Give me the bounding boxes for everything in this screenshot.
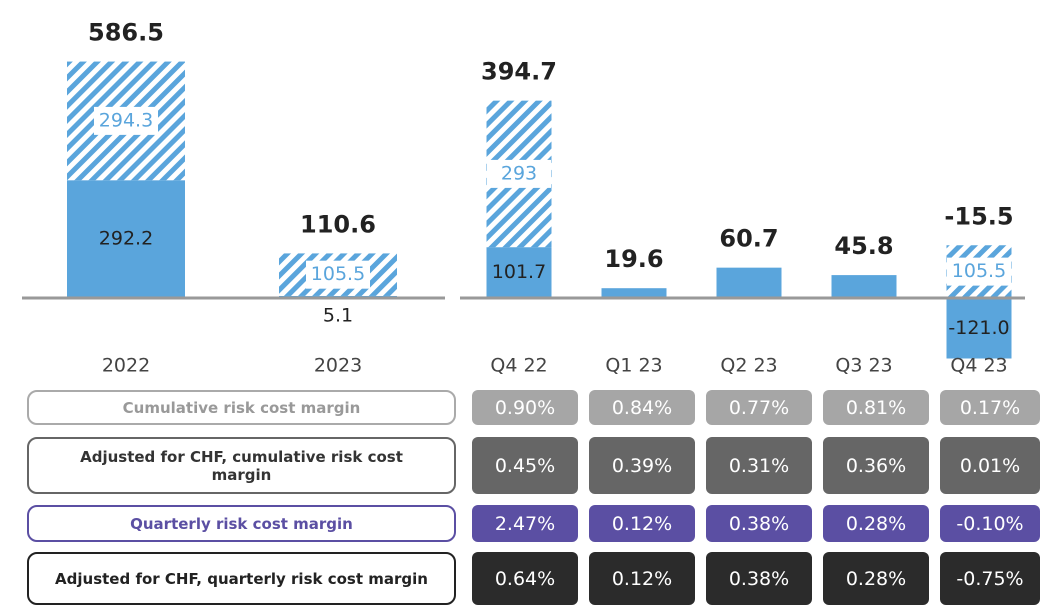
bar xyxy=(601,288,667,298)
table-cell: 0.28% xyxy=(823,505,929,542)
hatched-label: 105.5 xyxy=(311,263,365,285)
bar-label: 101.7 xyxy=(492,261,546,283)
table-cell: 0.12% xyxy=(589,552,695,605)
bar-label: 5.1 xyxy=(323,305,353,327)
table-cell: -0.75% xyxy=(940,552,1040,605)
row-label: Quarterly risk cost margin xyxy=(27,505,456,542)
table-cell: 0.28% xyxy=(823,552,929,605)
table-cell: 0.38% xyxy=(706,505,812,542)
table-cell: 0.90% xyxy=(472,390,578,425)
table-cell: 0.36% xyxy=(823,437,929,494)
x-tick-label: Q2 23 xyxy=(720,355,777,377)
table-cell: -0.10% xyxy=(940,505,1040,542)
table-cell: 0.77% xyxy=(706,390,812,425)
table-cell: 0.17% xyxy=(940,390,1040,425)
x-tick-label: 2023 xyxy=(314,355,362,377)
table-cell: 0.81% xyxy=(823,390,929,425)
bar xyxy=(946,298,1012,359)
label-bg xyxy=(306,260,370,289)
bar xyxy=(67,180,185,298)
table-cell: 0.12% xyxy=(589,505,695,542)
bar xyxy=(716,267,782,298)
hatched-label: 105.5 xyxy=(952,260,1006,282)
x-tick-label: Q3 23 xyxy=(835,355,892,377)
total-label: 586.5 xyxy=(88,19,164,47)
table-cell: 2.47% xyxy=(472,505,578,542)
bar-label: -121.0 xyxy=(948,317,1009,339)
x-tick-label: Q4 23 xyxy=(950,355,1007,377)
table-cell: 0.39% xyxy=(589,437,695,494)
total-label: -15.5 xyxy=(944,202,1013,230)
x-tick-label: Q4 22 xyxy=(490,355,547,377)
bar xyxy=(486,247,552,298)
row-label: Adjusted for CHF, quarterly risk cost ma… xyxy=(27,552,456,605)
hatched-label: 293 xyxy=(501,162,537,184)
bar-label: 292.2 xyxy=(99,228,153,250)
table-cell: 0.31% xyxy=(706,437,812,494)
label-bg xyxy=(487,159,551,188)
table-cell: 0.38% xyxy=(706,552,812,605)
row-label: Cumulative risk cost margin xyxy=(27,390,456,425)
table-cell: 0.64% xyxy=(472,552,578,605)
total-label: 60.7 xyxy=(719,225,778,253)
label-bg xyxy=(947,257,1011,286)
row-label: Adjusted for CHF, cumulative risk cost m… xyxy=(27,437,456,494)
x-tick-label: 2022 xyxy=(102,355,150,377)
label-bg xyxy=(94,106,158,135)
chart: 294.3 292.2 586.5 2022 105.5 5.1 110.6 2023 293 1… xyxy=(22,19,1025,377)
bar xyxy=(831,275,897,298)
total-label: 110.6 xyxy=(300,210,376,238)
hatched-label: 294.3 xyxy=(99,109,153,131)
table-cell: 0.01% xyxy=(940,437,1040,494)
total-label: 45.8 xyxy=(834,232,893,260)
table-cell: 0.84% xyxy=(589,390,695,425)
table-cell: 0.45% xyxy=(472,437,578,494)
total-label: 19.6 xyxy=(604,245,663,273)
x-tick-label: Q1 23 xyxy=(605,355,662,377)
total-label: 394.7 xyxy=(481,58,557,86)
